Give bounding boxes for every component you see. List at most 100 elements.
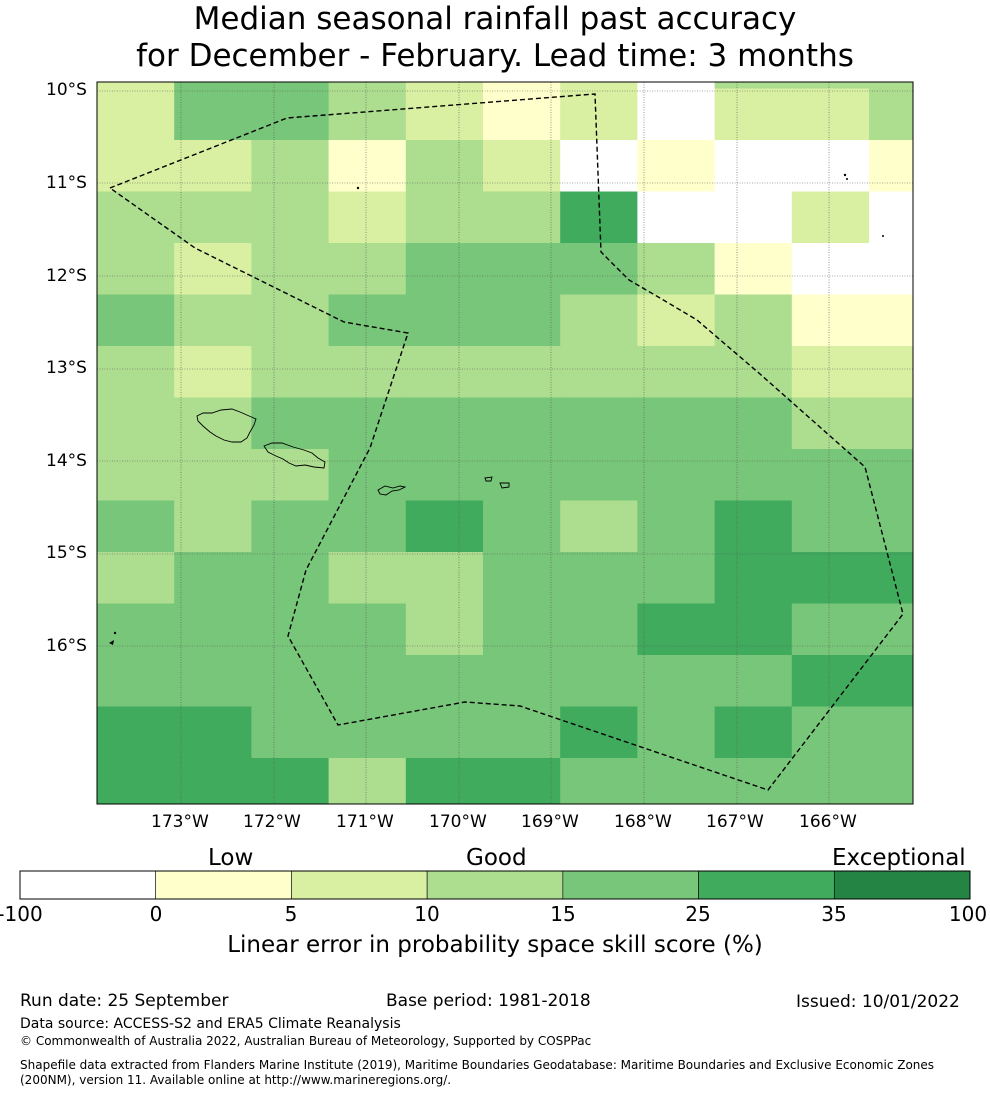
skill-cell [405,758,484,804]
skill-cell [791,706,870,759]
skill-cell [251,706,330,759]
skill-cell [869,82,913,90]
skill-cell [97,140,175,193]
skill-cell [560,397,638,450]
skill-cell [791,243,870,296]
lat-label-12s: 12°S [46,266,87,286]
base-period: Base period: 1981-2018 [386,991,591,1011]
skill-cell [483,294,561,347]
skill-cell [714,140,793,193]
skill-cell [174,603,252,656]
skill-cell [97,706,175,759]
skill-cell [714,294,793,347]
skill-cell [791,191,870,244]
skill-cell [405,552,484,605]
skill-cell [174,346,252,399]
lon-label-169w: 169°W [521,812,579,832]
skill-cell [483,706,561,759]
skill-cell [328,243,407,296]
skill-cell [251,82,330,90]
skill-cell [714,191,793,244]
skill-cell [483,397,561,450]
shapefile-credit-line1: Shapefile data extracted from Flanders M… [20,1058,935,1072]
skill-cell [869,294,913,347]
colorbar-segment [155,870,292,900]
skill-cell [560,500,638,553]
colorbar-segment [291,870,428,900]
graticule-lines [97,82,913,804]
skill-cell [637,294,716,347]
skill-cell [791,449,870,502]
lon-label-173w: 173°W [151,812,209,832]
colorbar-tick-label: 35 [821,902,847,926]
skill-cell [328,140,407,193]
skill-cell [869,346,913,399]
copyright-notice: © Commonwealth of Australia 2022, Austra… [20,1034,592,1048]
skill-cell [328,758,407,804]
skill-cell [637,758,716,804]
skill-cell [328,294,407,347]
skill-cell [869,758,913,804]
skill-cell [637,449,716,502]
skill-cell [97,449,175,502]
skill-cell [97,191,175,244]
skill-cell [405,449,484,502]
lat-label-13s: 13°S [46,358,87,378]
skill-cell [869,552,913,605]
samoa-coastline [196,408,510,496]
colorbar-tick-label: 25 [685,902,711,926]
skill-cell [637,397,716,450]
skill-cell [791,82,870,90]
skill-cell [714,706,793,759]
skill-cell [405,603,484,656]
skill-cell [869,603,913,656]
skill-cell [97,88,175,141]
skill-cell [174,88,252,141]
lat-label-11s: 11°S [46,173,87,193]
run-date: Run date: 25 September [20,991,229,1011]
skill-cell [328,552,407,605]
skill-cell [791,294,870,347]
skill-cell [483,191,561,244]
colorbar-category-good: Good [466,845,527,871]
lon-label-168w: 168°W [614,812,672,832]
skill-cell [174,140,252,193]
skill-cell [791,140,870,193]
skill-cell [251,346,330,399]
skill-cell [637,243,716,296]
skill-cell [405,88,484,141]
skill-cell [483,140,561,193]
skill-cell [483,758,561,804]
skill-cell [791,397,870,450]
skill-cell [174,758,252,804]
upolu-island [263,442,326,469]
skill-cell [637,191,716,244]
samoa-eez-boundary [108,93,904,791]
skill-cell [483,603,561,656]
skill-cell [251,500,330,553]
skill-cell [174,191,252,244]
skill-cell [174,655,252,708]
map-title-line2: for December - February. Lead time: 3 mo… [136,38,854,74]
skill-cell [560,552,638,605]
skill-cell [637,346,716,399]
skill-cell [97,243,175,296]
skill-cell [714,449,793,502]
tau-island [499,482,510,489]
skill-cell [869,191,913,244]
skill-cell [869,397,913,450]
skill-cell [714,758,793,804]
skill-cell [174,500,252,553]
skill-cell [174,82,252,90]
skill-cell [174,243,252,296]
skill-cell [328,655,407,708]
colorbar-tick-label: 10 [414,902,440,926]
skill-cell [869,243,913,296]
skill-cell [483,82,561,90]
skill-cell [97,82,175,90]
skill-cell [405,294,484,347]
skill-cell [637,603,716,656]
skill-cell [97,500,175,553]
skill-cell [483,449,561,502]
lon-label-166w: 166°W [799,812,857,832]
